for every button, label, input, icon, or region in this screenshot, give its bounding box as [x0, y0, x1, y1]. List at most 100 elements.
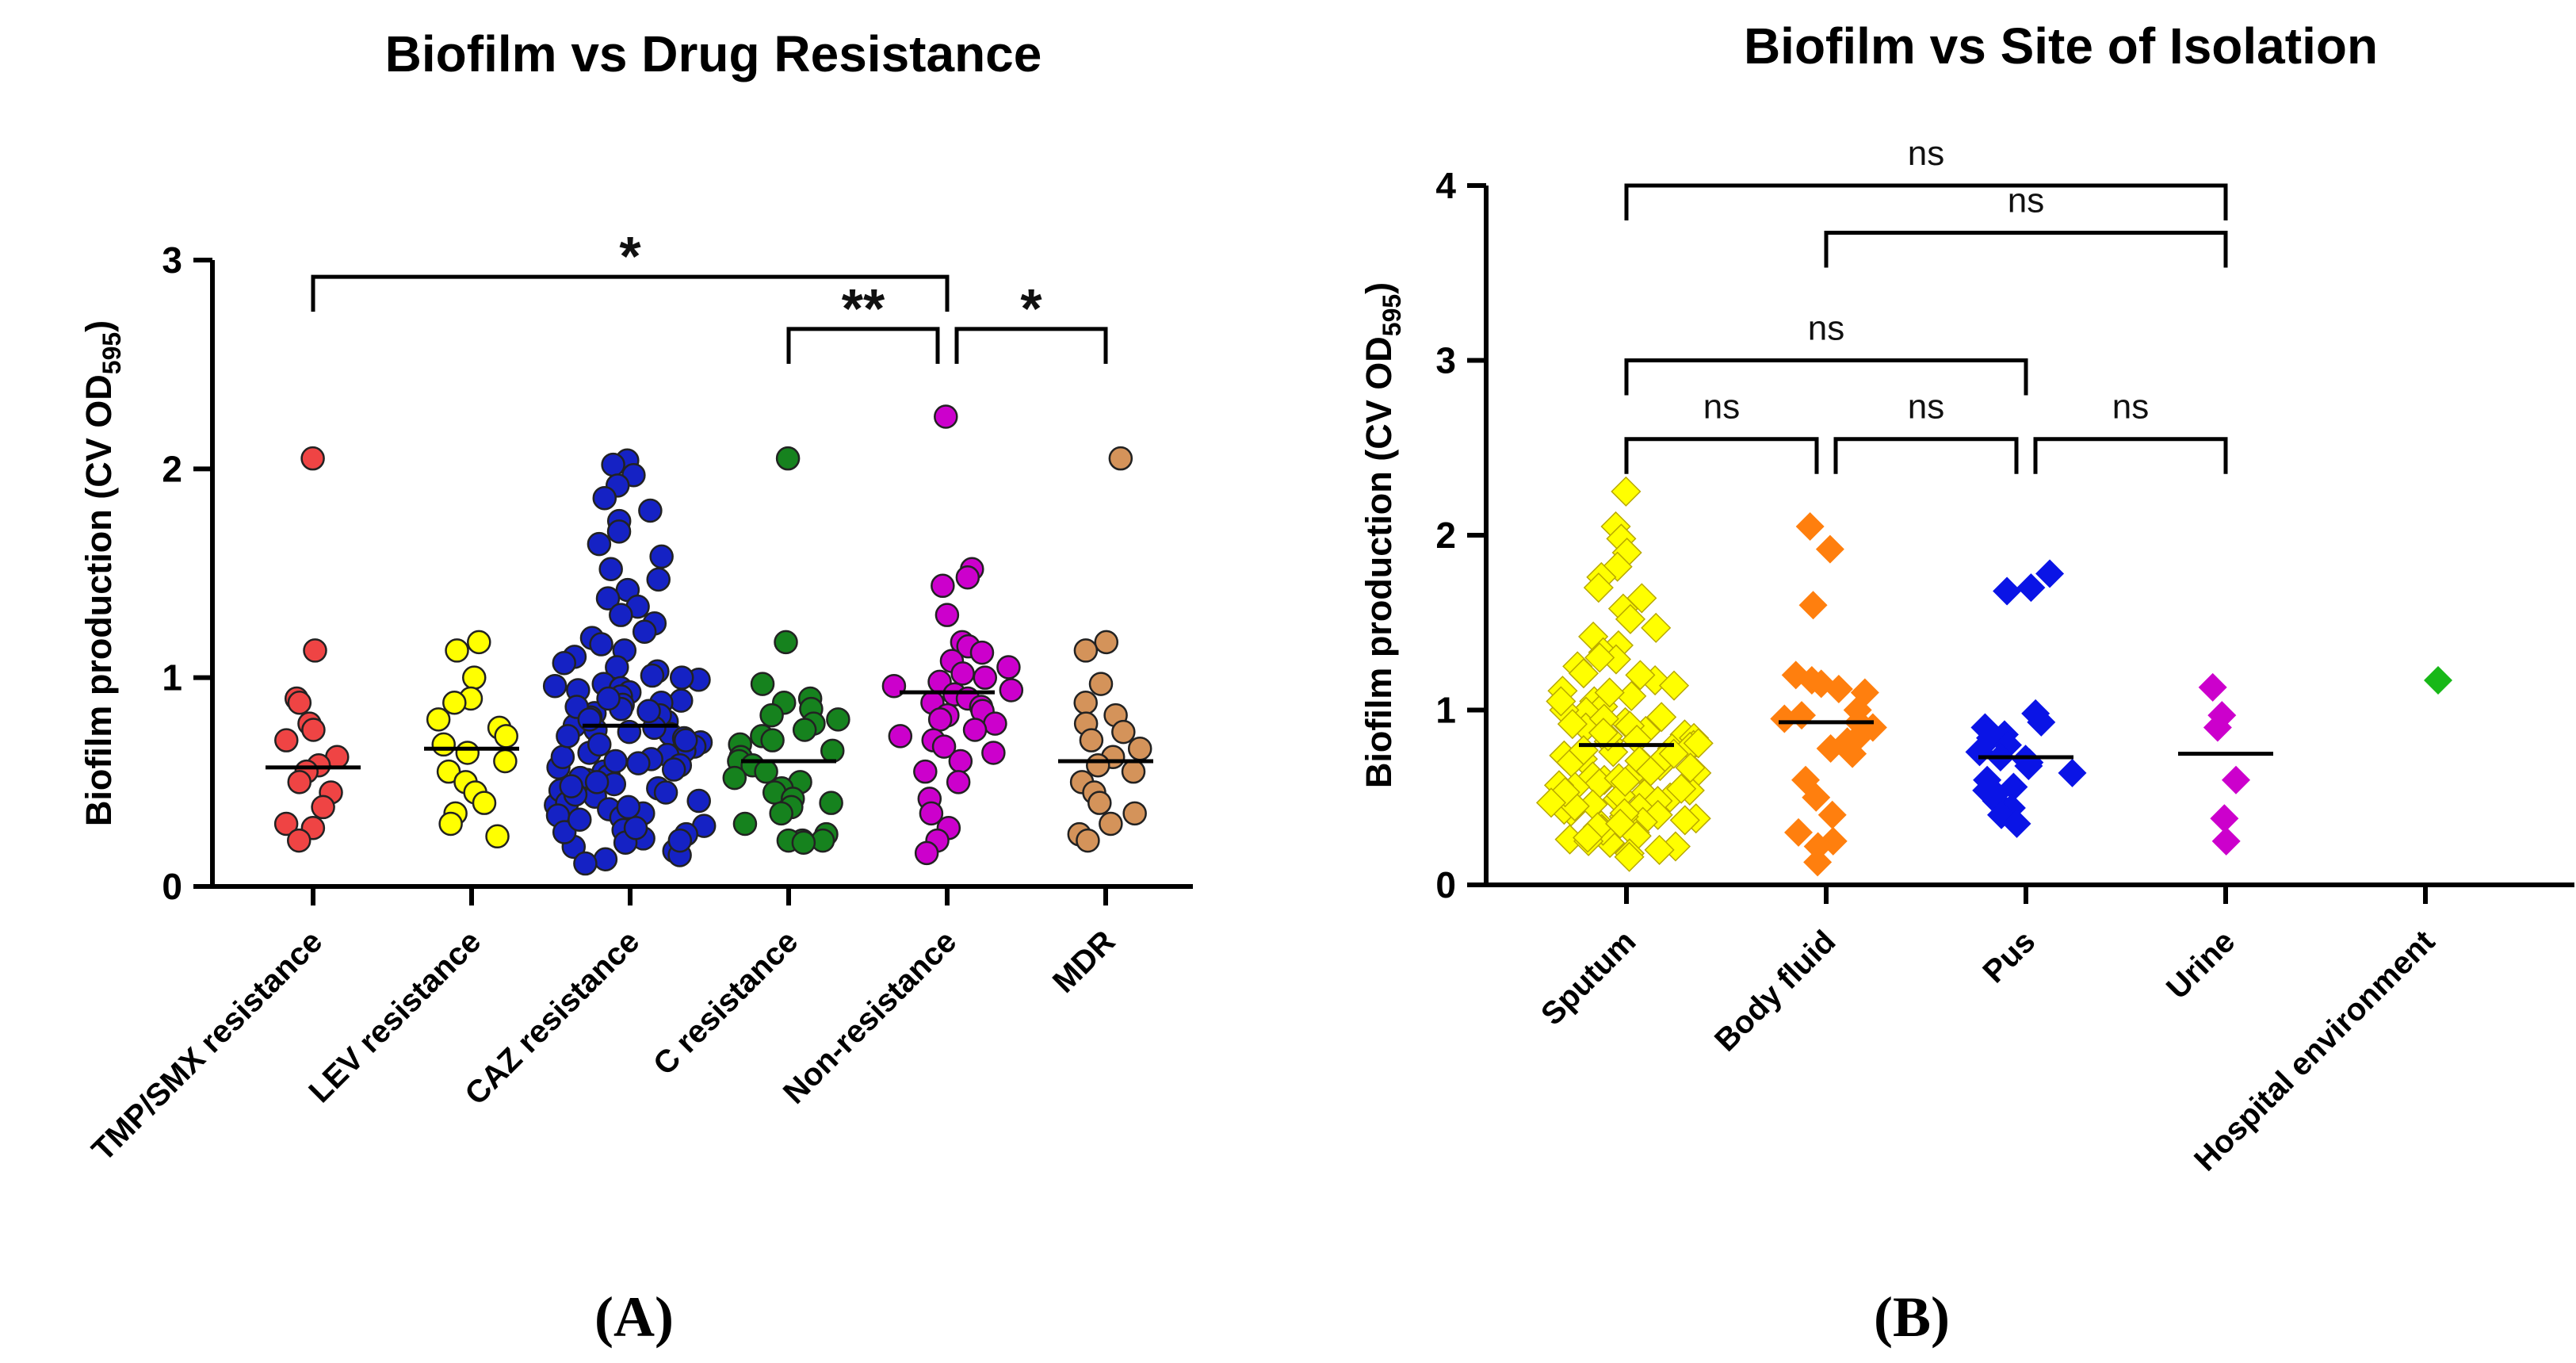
data-point — [550, 745, 575, 769]
data-point — [1568, 658, 1599, 689]
data-point — [598, 557, 623, 581]
data-point — [1625, 660, 1656, 691]
significance-label: ns — [1908, 388, 1944, 427]
y-tick-label: 3 — [1435, 340, 1456, 381]
data-point — [472, 791, 497, 815]
significance-bracket — [1824, 231, 2228, 268]
data-point — [303, 638, 327, 663]
data-point — [1838, 739, 1867, 768]
data-point — [2210, 804, 2239, 833]
data-point — [1795, 511, 1825, 541]
data-point — [1614, 841, 1645, 872]
data-point — [494, 724, 518, 749]
data-point — [946, 770, 971, 794]
data-point — [649, 544, 674, 569]
series-urine — [2178, 672, 2273, 856]
data-point — [638, 498, 663, 523]
data-point — [606, 519, 632, 544]
x-tick-label: Body fluid — [1708, 924, 1842, 1058]
data-point — [1675, 752, 1706, 783]
significance-label: ns — [2008, 182, 2044, 220]
data-point — [287, 691, 312, 715]
data-point — [2016, 573, 2046, 603]
data-point — [1535, 787, 1567, 818]
data-point — [2035, 559, 2065, 588]
data-point — [686, 788, 711, 814]
data-point — [485, 824, 510, 849]
data-point — [552, 650, 577, 676]
data-point — [820, 738, 845, 764]
data-point — [2221, 765, 2250, 794]
data-point — [1824, 675, 1853, 704]
data-point — [969, 640, 995, 665]
y-tick-label: 0 — [1435, 864, 1456, 905]
data-point — [609, 603, 633, 627]
data-point — [1666, 773, 1697, 804]
significance-label: ns — [1908, 134, 1944, 173]
data-point — [774, 630, 798, 655]
x-tick-label: LEV resistance — [302, 924, 487, 1109]
data-point — [587, 732, 612, 757]
significance-bracket — [2033, 437, 2228, 474]
data-point — [640, 663, 665, 688]
y-tick-label: 1 — [1435, 690, 1456, 731]
data-point — [919, 801, 944, 826]
y-axis-label-main: Biofilm production (CV OD — [1359, 336, 1399, 788]
data-point — [274, 728, 299, 752]
significance-bracket — [954, 327, 1108, 364]
data-point — [1550, 777, 1580, 808]
data-point — [1583, 572, 1614, 603]
data-point — [1546, 686, 1577, 717]
data-point — [769, 801, 793, 826]
x-tick-label: Non-resistance — [777, 924, 963, 1110]
significance-label: * — [1020, 278, 1042, 339]
data-point — [603, 749, 628, 774]
data-point — [2424, 666, 2453, 695]
data-point — [556, 724, 580, 749]
data-point — [287, 828, 311, 853]
data-point — [1626, 583, 1657, 614]
data-point — [438, 811, 463, 837]
data-point — [2203, 713, 2232, 742]
data-point — [601, 452, 625, 477]
y-tick-label: 0 — [162, 866, 182, 907]
data-point — [1111, 719, 1136, 745]
y-tick-label: 3 — [162, 239, 182, 281]
series-pus — [1965, 559, 2087, 838]
y-tick-label: 1 — [162, 657, 182, 699]
series-sputum — [1535, 476, 1714, 872]
data-point — [913, 759, 938, 784]
data-point — [1770, 704, 1799, 733]
data-point — [1127, 736, 1152, 761]
data-point — [1594, 677, 1625, 708]
data-point — [584, 770, 610, 794]
data-point — [1683, 728, 1714, 759]
series-non-resistance — [881, 404, 1024, 866]
data-point — [1798, 591, 1828, 620]
significance-bracket — [311, 274, 950, 312]
data-point — [1610, 766, 1641, 797]
data-point — [1086, 753, 1110, 778]
x-tick-label: TMP/SMX resistance — [86, 924, 330, 1168]
data-point — [623, 816, 648, 840]
data-point — [2198, 672, 2227, 702]
data-point — [542, 673, 568, 699]
data-point — [1802, 783, 1831, 812]
data-point — [301, 718, 326, 742]
data-point — [2211, 826, 2241, 856]
data-point — [1784, 817, 1814, 847]
x-tick-label: Pus — [1976, 924, 2042, 990]
data-point — [1121, 759, 1146, 784]
data-point — [983, 711, 1007, 736]
data-point — [1584, 642, 1615, 673]
data-point — [587, 531, 612, 557]
data-point — [1982, 787, 2011, 816]
data-point — [445, 638, 469, 663]
y-axis-label-main: Biofilm production (CV OD — [78, 374, 119, 826]
data-point — [775, 446, 801, 471]
data-point — [1817, 800, 1847, 829]
x-tick-label: Sputum — [1535, 924, 1642, 1032]
data-point — [426, 707, 451, 732]
data-point — [722, 765, 747, 791]
